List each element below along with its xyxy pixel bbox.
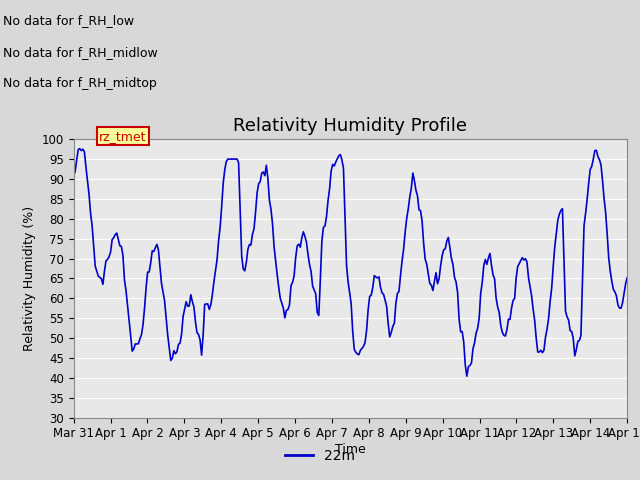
Text: rz_tmet: rz_tmet (99, 130, 147, 143)
Y-axis label: Relativity Humidity (%): Relativity Humidity (%) (23, 206, 36, 351)
Legend: 22m: 22m (280, 443, 360, 468)
Text: No data for f_RH_low: No data for f_RH_low (3, 14, 134, 27)
X-axis label: Time: Time (335, 443, 366, 456)
Title: Relativity Humidity Profile: Relativity Humidity Profile (234, 117, 467, 135)
Text: No data for f_RH_midtop: No data for f_RH_midtop (3, 77, 157, 90)
Text: No data for f_RH_midlow: No data for f_RH_midlow (3, 46, 158, 59)
